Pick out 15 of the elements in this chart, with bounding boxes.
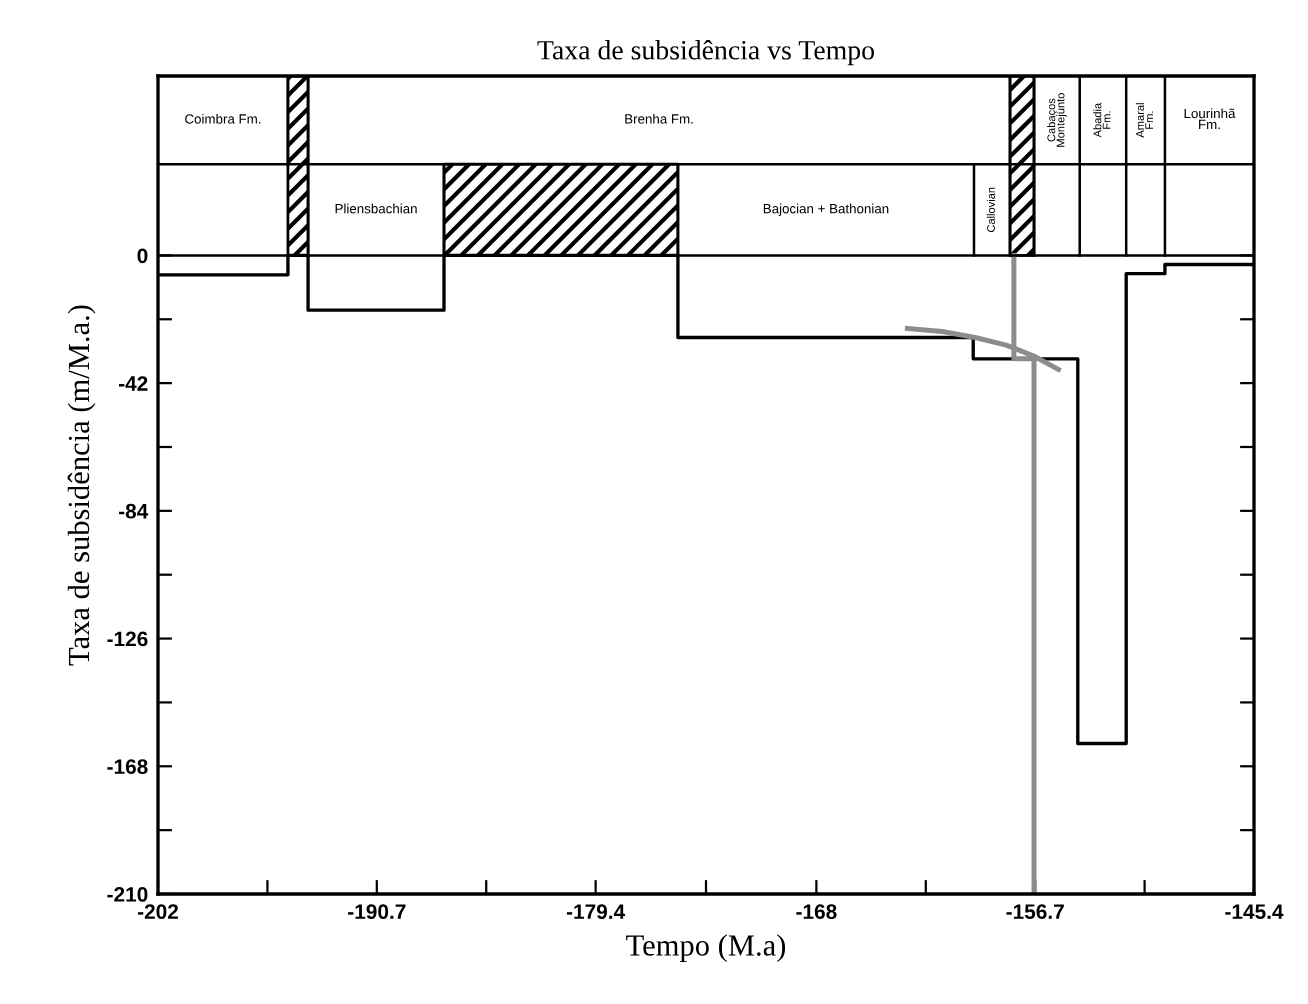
x-axis-title: Tempo (M.a) xyxy=(626,934,786,962)
y-axis-title: Taxa de subsidência (m/M.a.) xyxy=(67,305,96,666)
x-tick-label: -156.7 xyxy=(1006,904,1064,920)
y-tick-label: -84 xyxy=(118,503,149,519)
x-tick-label: -168 xyxy=(796,904,837,920)
chart-title: Taxa de subsidência vs Tempo xyxy=(537,40,874,66)
x-tick-label: -190.7 xyxy=(348,904,406,920)
x-tick-label: -145.4 xyxy=(1225,904,1284,920)
x-tick-label: -202 xyxy=(137,904,179,920)
y-tick-label: -210 xyxy=(107,887,148,902)
x-tick-label: -179.4 xyxy=(566,904,626,920)
y-tick-label: 0 xyxy=(137,248,148,264)
y-tick-label: -42 xyxy=(118,376,148,391)
y-tick-label: -126 xyxy=(107,631,148,647)
y-tick-label: -168 xyxy=(107,759,148,775)
